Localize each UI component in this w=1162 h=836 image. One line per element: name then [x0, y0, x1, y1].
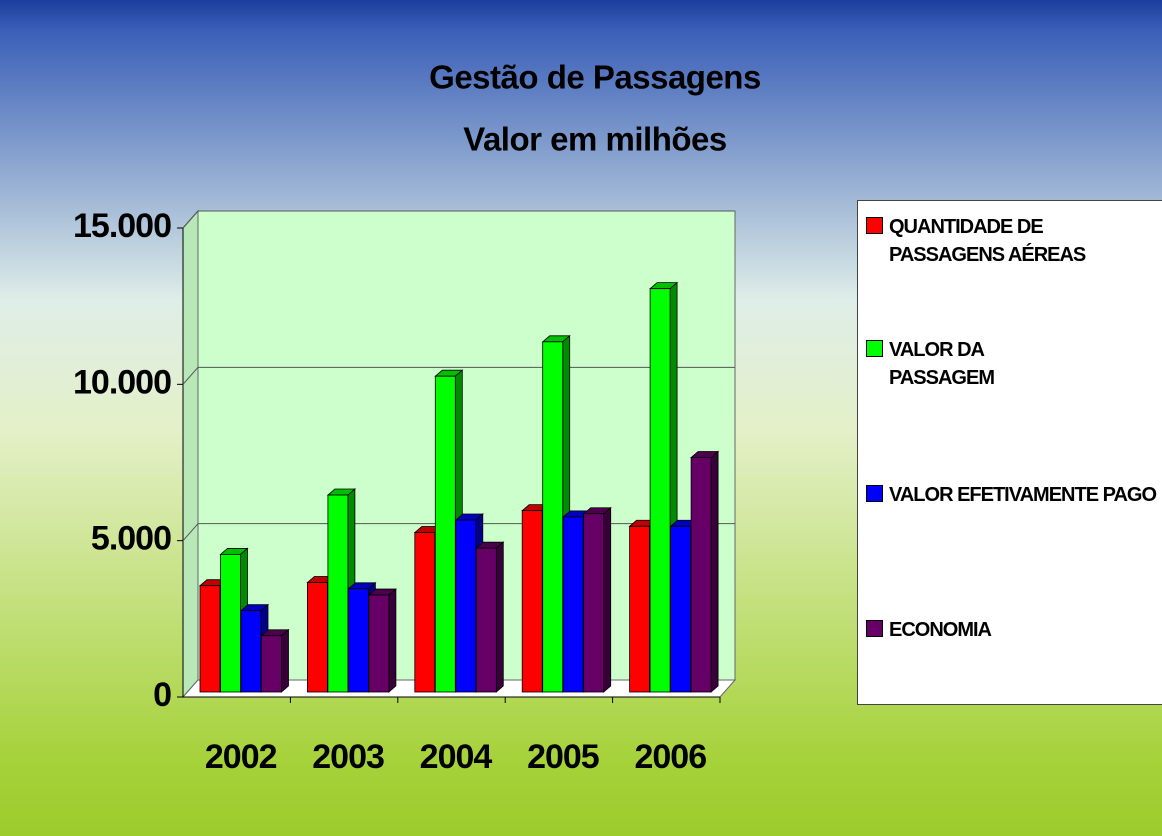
bar-front — [521, 510, 543, 693]
x-tick-label: 2006 — [634, 738, 706, 776]
grid-line — [182, 523, 199, 541]
bar-front — [199, 585, 221, 693]
bar-front — [475, 547, 497, 693]
bar-front — [542, 341, 564, 693]
bar-front — [434, 375, 456, 693]
legend-entry: QUANTIDADE DE PASSAGENS AÉREAS — [866, 213, 1129, 269]
bar — [367, 588, 397, 693]
bar-front — [347, 588, 369, 693]
bar-front — [327, 494, 349, 693]
bar-front — [240, 610, 262, 693]
x-tick-label: 2003 — [312, 738, 384, 776]
legend-label: VALOR DA PASSAGEM — [889, 339, 995, 389]
bar — [690, 450, 720, 693]
bar-front — [583, 513, 605, 693]
legend-label: ECONOMIA — [889, 619, 992, 641]
bar-side — [495, 541, 504, 693]
bar-front — [261, 635, 282, 693]
legend-entry: ECONOMIA — [866, 616, 1129, 644]
legend-swatch — [866, 340, 883, 357]
y-tick-label: 0 — [153, 676, 171, 714]
bar-front — [690, 457, 712, 693]
chart-subtitle: Valor em milhões — [463, 121, 726, 158]
bar-side — [388, 588, 397, 693]
legend-entry: VALOR EFETIVAMENTE PAGO — [866, 481, 1162, 509]
bar-front — [649, 288, 671, 693]
side-wall — [182, 209, 199, 699]
bar-front — [306, 582, 328, 693]
chart-title: Gestão de Passagens — [429, 59, 761, 96]
legend-label: VALOR EFETIVAMENTE PAGO — [889, 484, 1157, 506]
grid-line — [182, 210, 199, 229]
x-tick-label: 2005 — [527, 738, 599, 776]
legend-label: QUANTIDADE DE PASSAGENS AÉREAS — [889, 216, 1086, 266]
bar — [260, 628, 290, 693]
bar-side — [710, 450, 719, 693]
bar — [582, 506, 612, 693]
bar-front — [368, 594, 390, 693]
bar-front — [670, 525, 691, 693]
legend-swatch — [866, 217, 883, 234]
legend-swatch — [866, 485, 883, 502]
grid-line — [182, 367, 199, 385]
legend: QUANTIDADE DE PASSAGENS AÉREAS VALOR DA P… — [857, 200, 1162, 705]
bar — [475, 541, 505, 693]
bar-front — [562, 516, 584, 693]
y-tick-label: 15.000 — [73, 207, 171, 245]
bar-front — [220, 554, 241, 693]
bar-side — [603, 506, 612, 693]
legend-entry: VALOR DA PASSAGEM — [866, 336, 1039, 392]
y-tick-label: 10.000 — [73, 363, 171, 401]
bar-front — [414, 532, 436, 693]
bar-front — [629, 525, 650, 693]
x-tick-label: 2004 — [420, 738, 493, 776]
bar-front — [455, 519, 477, 693]
x-tick-label: 2002 — [205, 738, 277, 776]
legend-swatch — [866, 620, 883, 637]
y-tick-label: 5.000 — [91, 520, 171, 558]
bar-side — [281, 628, 289, 693]
